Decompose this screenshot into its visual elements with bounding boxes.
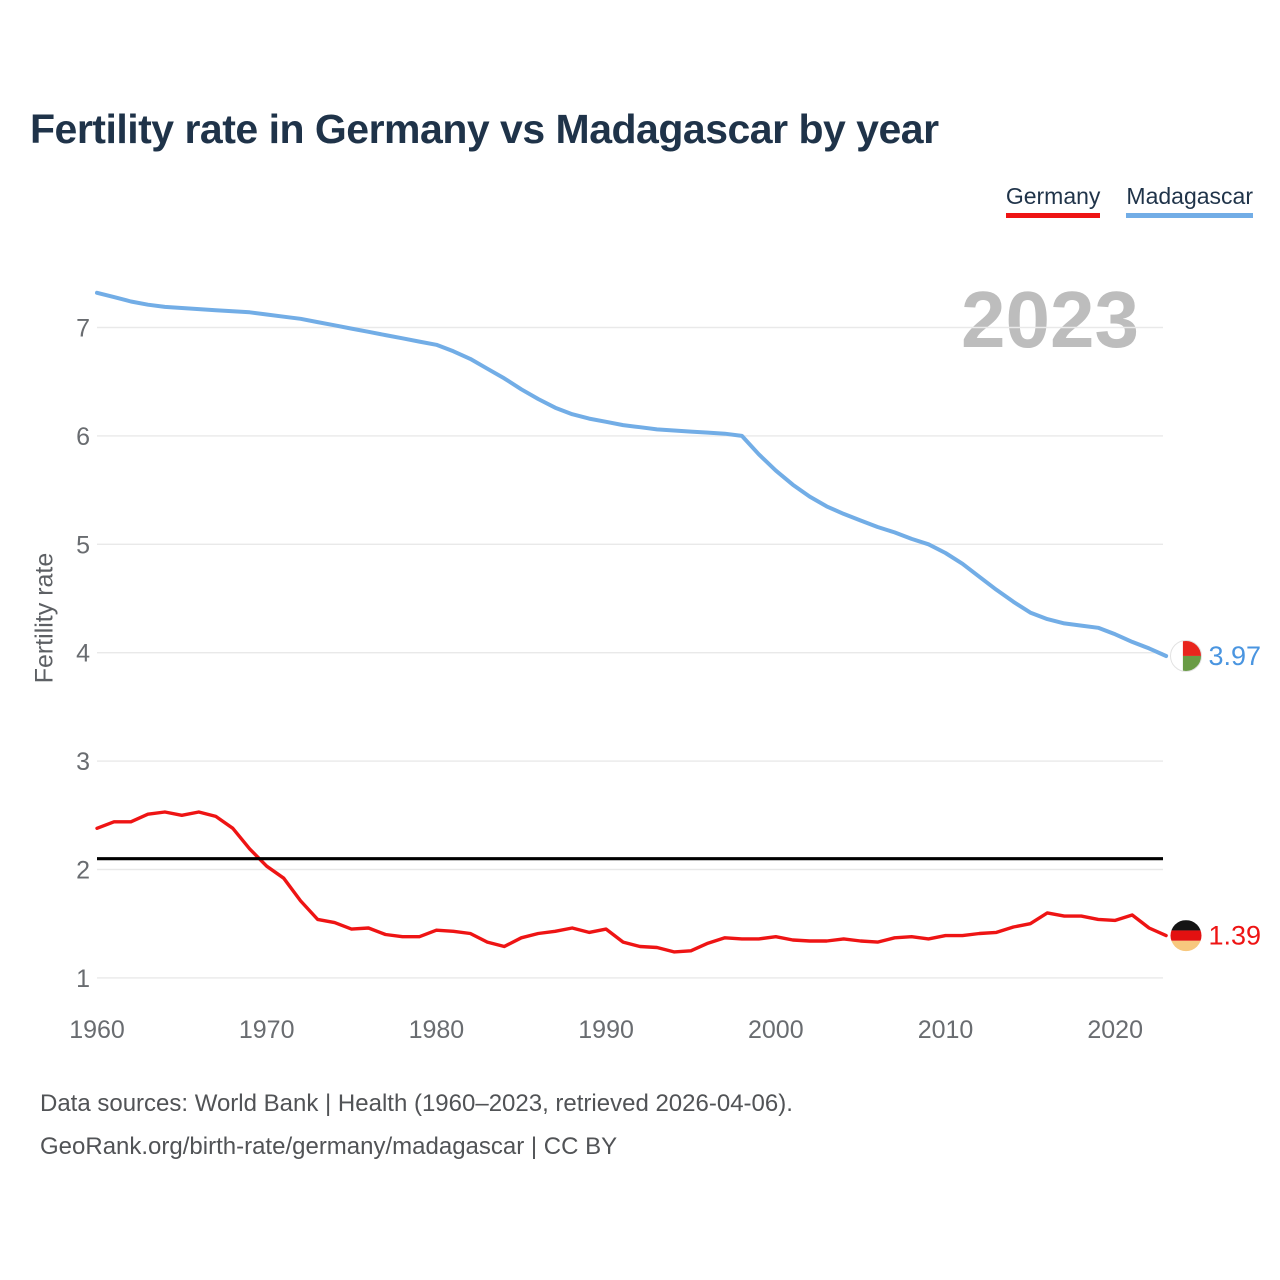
y-tick-label: 4 xyxy=(76,640,90,668)
germany-line xyxy=(95,810,1168,954)
footer: Data sources: World Bank | Health (1960–… xyxy=(40,1082,793,1168)
x-tick-label: 1960 xyxy=(69,1016,125,1044)
y-tick-label: 2 xyxy=(76,857,90,885)
x-tick-label: 2000 xyxy=(748,1016,804,1044)
y-tick-label: 5 xyxy=(76,531,90,559)
footer-attribution-line: GeoRank.org/birth-rate/germany/madagasca… xyxy=(40,1133,618,1160)
y-tick-label: 6 xyxy=(76,423,90,451)
y-tick-label: 7 xyxy=(76,315,90,343)
x-tick-label: 2010 xyxy=(918,1016,974,1044)
year-watermark: 2023 xyxy=(961,275,1139,364)
chart-title: Fertility rate in Germany vs Madagascar … xyxy=(30,106,939,152)
madagascar-line xyxy=(95,290,1169,658)
madagascar-end-value: 3.97 xyxy=(1209,641,1262,671)
madagascar-flag-icon xyxy=(1170,639,1202,672)
legend-item-germany[interactable]: Germany xyxy=(1005,183,1101,218)
x-tick-label: 2020 xyxy=(1087,1016,1143,1044)
y-tick-label: 3 xyxy=(76,748,90,776)
x-tick-label: 1970 xyxy=(239,1016,295,1044)
x-tick-label: 1980 xyxy=(409,1016,465,1044)
germany-end-value: 1.39 xyxy=(1209,921,1262,951)
legend: Germany Madagascar xyxy=(1005,183,1253,218)
x-tick-label: 1990 xyxy=(578,1016,634,1044)
footer-source-line: Data sources: World Bank | Health (1960–… xyxy=(40,1090,793,1117)
legend-item-madagascar[interactable]: Madagascar xyxy=(1126,183,1253,218)
germany-flag-icon xyxy=(1170,920,1202,952)
y-tick-label: 1 xyxy=(76,965,90,993)
